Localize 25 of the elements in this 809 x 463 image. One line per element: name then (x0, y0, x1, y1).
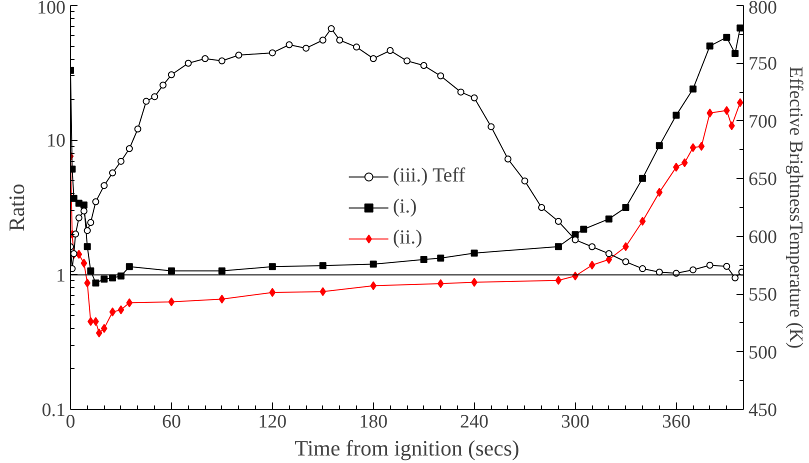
y2-tick-label: 550 (748, 284, 777, 306)
x-axis-title: Time from ignition (secs) (294, 436, 520, 460)
y2-tick-label: 650 (748, 169, 777, 190)
legend-label: (ii.) (392, 226, 422, 250)
y-tick-label: 10 (46, 130, 66, 152)
y-tick-label: 1 (56, 265, 66, 286)
y2-tick-label: 500 (748, 342, 777, 364)
y2-tick-label: 600 (748, 226, 777, 248)
x-tick-label: 360 (662, 412, 690, 432)
legend-label: (iii.) Teff (392, 164, 466, 188)
legend-label: (i.) (392, 196, 417, 218)
y-tick-label: 0.1 (42, 400, 66, 421)
x-tick-label: 300 (561, 412, 590, 432)
x-tick-label: 60 (162, 412, 181, 432)
x-tick-label: 240 (460, 412, 489, 432)
x-tick-label: 180 (359, 412, 388, 432)
x-tick-label: 120 (258, 412, 287, 432)
y-axis-title: Ratio (4, 184, 29, 232)
y2-tick-label: 700 (748, 111, 777, 132)
y-tick-label: 100 (37, 0, 66, 18)
x-tick-label: 0 (66, 412, 76, 432)
y2-tick-label: 450 (748, 400, 777, 421)
y2-tick-label: 800 (748, 0, 777, 18)
y2-axis-title: Effective BrightnessTemperature (K) (785, 66, 806, 349)
y2-tick-label: 750 (748, 54, 777, 75)
